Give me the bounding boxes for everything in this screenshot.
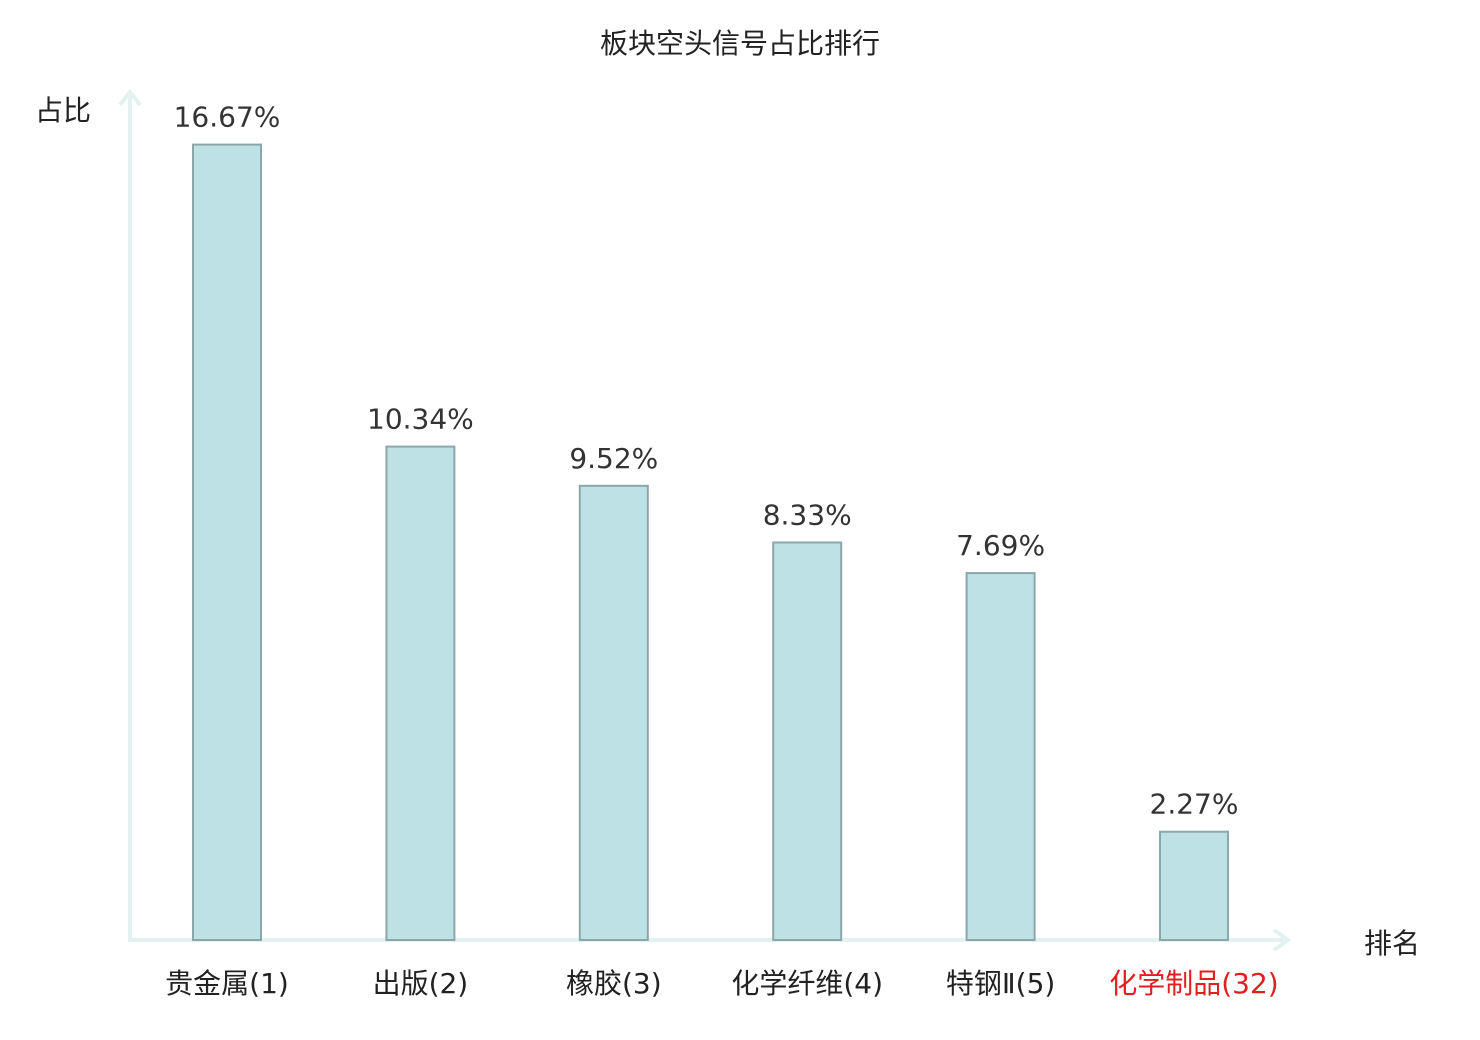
value-label-4: 8.33% xyxy=(763,499,852,532)
value-label-5: 7.69% xyxy=(956,529,1045,562)
category-labels-group: 贵金属(1) 出版(2) 橡胶(3) 化学纤维(4) 特钢Ⅱ(5) 化学制品(32) xyxy=(165,967,1279,1000)
category-label-4: 化学纤维(4) xyxy=(731,967,883,1000)
bar-5 xyxy=(965,572,1036,941)
bar-1 xyxy=(192,143,262,942)
category-label-1: 贵金属(1) xyxy=(165,967,289,1000)
value-label-3: 9.52% xyxy=(569,442,658,475)
value-label-2: 10.34% xyxy=(367,403,474,436)
bar-3 xyxy=(578,484,649,941)
value-labels-group: 16.67% 10.34% 9.52% 8.33% 7.69% 2.27% xyxy=(174,101,1239,821)
category-label-6: 化学制品(32) xyxy=(1109,967,1278,1000)
y-axis-label: 占比 xyxy=(35,94,91,127)
category-label-5: 特钢Ⅱ(5) xyxy=(946,967,1055,1000)
x-axis-label: 排名 xyxy=(1364,927,1420,960)
y-axis xyxy=(118,88,142,940)
value-label-6: 2.27% xyxy=(1150,788,1239,821)
bar-6 xyxy=(1159,830,1229,942)
category-label-3: 橡胶(3) xyxy=(566,967,662,1000)
category-label-2: 出版(2) xyxy=(373,967,469,1000)
bars-group xyxy=(192,143,1229,942)
bar-4 xyxy=(772,541,843,941)
chart-title: 板块空头信号占比排行 xyxy=(600,27,880,60)
bar-2 xyxy=(385,445,456,941)
x-axis xyxy=(128,928,1292,952)
value-label-1: 16.67% xyxy=(174,101,281,134)
